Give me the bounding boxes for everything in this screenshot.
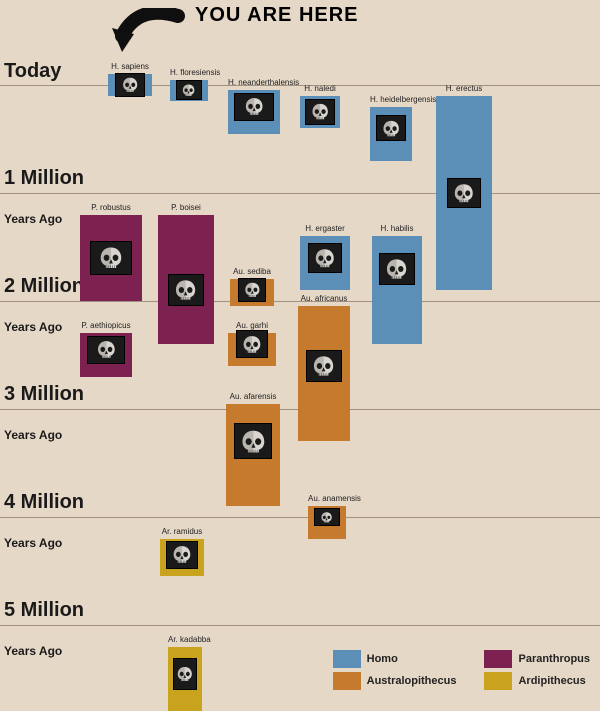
legend-swatch: [333, 650, 361, 668]
gridline: [0, 193, 600, 194]
gridline: [0, 625, 600, 626]
legend-label: Homo: [367, 653, 398, 665]
species-h-ergaster: H. ergaster: [300, 236, 350, 290]
timeline-label-text: 2 Million: [4, 275, 84, 298]
timeline-label-text: 3 Million: [4, 383, 84, 406]
timeline-label-sub: Years Ago: [4, 320, 84, 334]
timeline-label: 2 Million Years Ago: [4, 275, 84, 334]
species-label: H. neanderthalensis: [228, 78, 280, 87]
species-h-erectus: H. erectus: [436, 96, 492, 290]
skull-icon: [314, 508, 340, 526]
species-label: P. boisei: [158, 203, 214, 212]
species-label: H. habilis: [372, 224, 422, 233]
species-ar-ramidus: Ar. ramidus: [160, 539, 204, 577]
skull-icon: [308, 243, 342, 273]
species-au-sediba: Au. sediba: [230, 279, 274, 306]
legend: Homo Paranthropus Australopithecus Ardipith…: [333, 650, 590, 690]
species-ar-kadabba: Ar. kadabba: [168, 647, 202, 711]
species-label: H. ergaster: [300, 224, 350, 233]
header-text: YOU ARE HERE: [195, 4, 359, 27]
legend-label: Paranthropus: [518, 653, 590, 665]
gridline: [0, 517, 600, 518]
you-are-here-arrow: [108, 8, 188, 58]
species-label: Ar. ramidus: [160, 527, 204, 536]
timeline-label: 4 Million Years Ago: [4, 491, 84, 550]
timeline-label-text: 4 Million: [4, 491, 84, 514]
timeline-label: Today: [4, 60, 61, 83]
species-label: H. sapiens: [108, 62, 152, 71]
timeline-label-text: 5 Million: [4, 599, 84, 622]
species-label: H. erectus: [436, 84, 492, 93]
legend-swatch: [484, 672, 512, 690]
species-label: Au. anamensis: [308, 494, 346, 503]
legend-label: Australopithecus: [367, 675, 457, 687]
timeline-label: 3 Million Years Ago: [4, 383, 84, 442]
species-h-sapiens: H. sapiens: [108, 74, 152, 96]
timeline-label-text: Today: [4, 60, 61, 83]
timeline-label-sub: Years Ago: [4, 644, 84, 658]
legend-item-ardipithecus: Ardipithecus: [484, 672, 590, 690]
skull-icon: [238, 278, 266, 302]
skull-icon: [90, 241, 132, 275]
species-p-boisei: P. boisei: [158, 215, 214, 345]
skull-icon: [168, 274, 204, 306]
skull-icon: [166, 541, 198, 569]
timeline-label-sub: Years Ago: [4, 212, 84, 226]
legend-label: Ardipithecus: [518, 675, 585, 687]
species-label: Au. garhi: [228, 321, 276, 330]
legend-swatch: [333, 672, 361, 690]
skull-icon: [234, 423, 272, 459]
species-p-aethiopicus: P. aethiopicus: [80, 333, 132, 376]
skull-icon: [236, 330, 268, 358]
species-au-africanus: Au. africanus: [298, 306, 350, 441]
species-au-garhi: Au. garhi: [228, 333, 276, 365]
species-label: H. naledi: [300, 84, 340, 93]
legend-item-homo: Homo: [333, 650, 457, 668]
skull-icon: [305, 99, 335, 125]
species-h-floresiensis: H. floresiensis: [170, 80, 208, 102]
species-label: H. heidelbergensis: [370, 95, 412, 104]
skull-icon: [376, 115, 406, 141]
skull-icon: [234, 93, 274, 121]
species-au-anamensis: Au. anamensis: [308, 506, 346, 538]
timeline-label-text: 1 Million: [4, 167, 84, 190]
timeline-label-sub: Years Ago: [4, 428, 84, 442]
species-au-afarensis: Au. afarensis: [226, 404, 280, 507]
skull-icon: [176, 80, 202, 100]
skull-icon: [115, 73, 145, 97]
species-h-habilis: H. habilis: [372, 236, 422, 344]
species-label: Au. africanus: [298, 294, 350, 303]
species-p-robustus: P. robustus: [80, 215, 142, 301]
legend-swatch: [484, 650, 512, 668]
species-label: Au. sediba: [230, 267, 274, 276]
timeline-label: 5 Million Years Ago: [4, 599, 84, 658]
skull-icon: [447, 178, 481, 208]
skull-icon: [87, 336, 125, 364]
species-h-neanderthalensis: H. neanderthalensis: [228, 90, 280, 133]
species-label: H. floresiensis: [170, 68, 208, 77]
timeline-label: 1 Million Years Ago: [4, 167, 84, 226]
timeline-label-sub: Years Ago: [4, 536, 84, 550]
skull-icon: [379, 253, 415, 285]
legend-item-paranthropus: Paranthropus: [484, 650, 590, 668]
species-label: P. robustus: [80, 203, 142, 212]
skull-icon: [173, 658, 197, 690]
species-h-heidelbergensis: H. heidelbergensis: [370, 107, 412, 161]
species-label: Au. afarensis: [226, 392, 280, 401]
skull-icon: [306, 350, 342, 382]
species-h-naledi: H. naledi: [300, 96, 340, 128]
species-label: P. aethiopicus: [80, 321, 132, 330]
legend-item-australopithecus: Australopithecus: [333, 672, 457, 690]
species-label: Ar. kadabba: [168, 635, 202, 644]
